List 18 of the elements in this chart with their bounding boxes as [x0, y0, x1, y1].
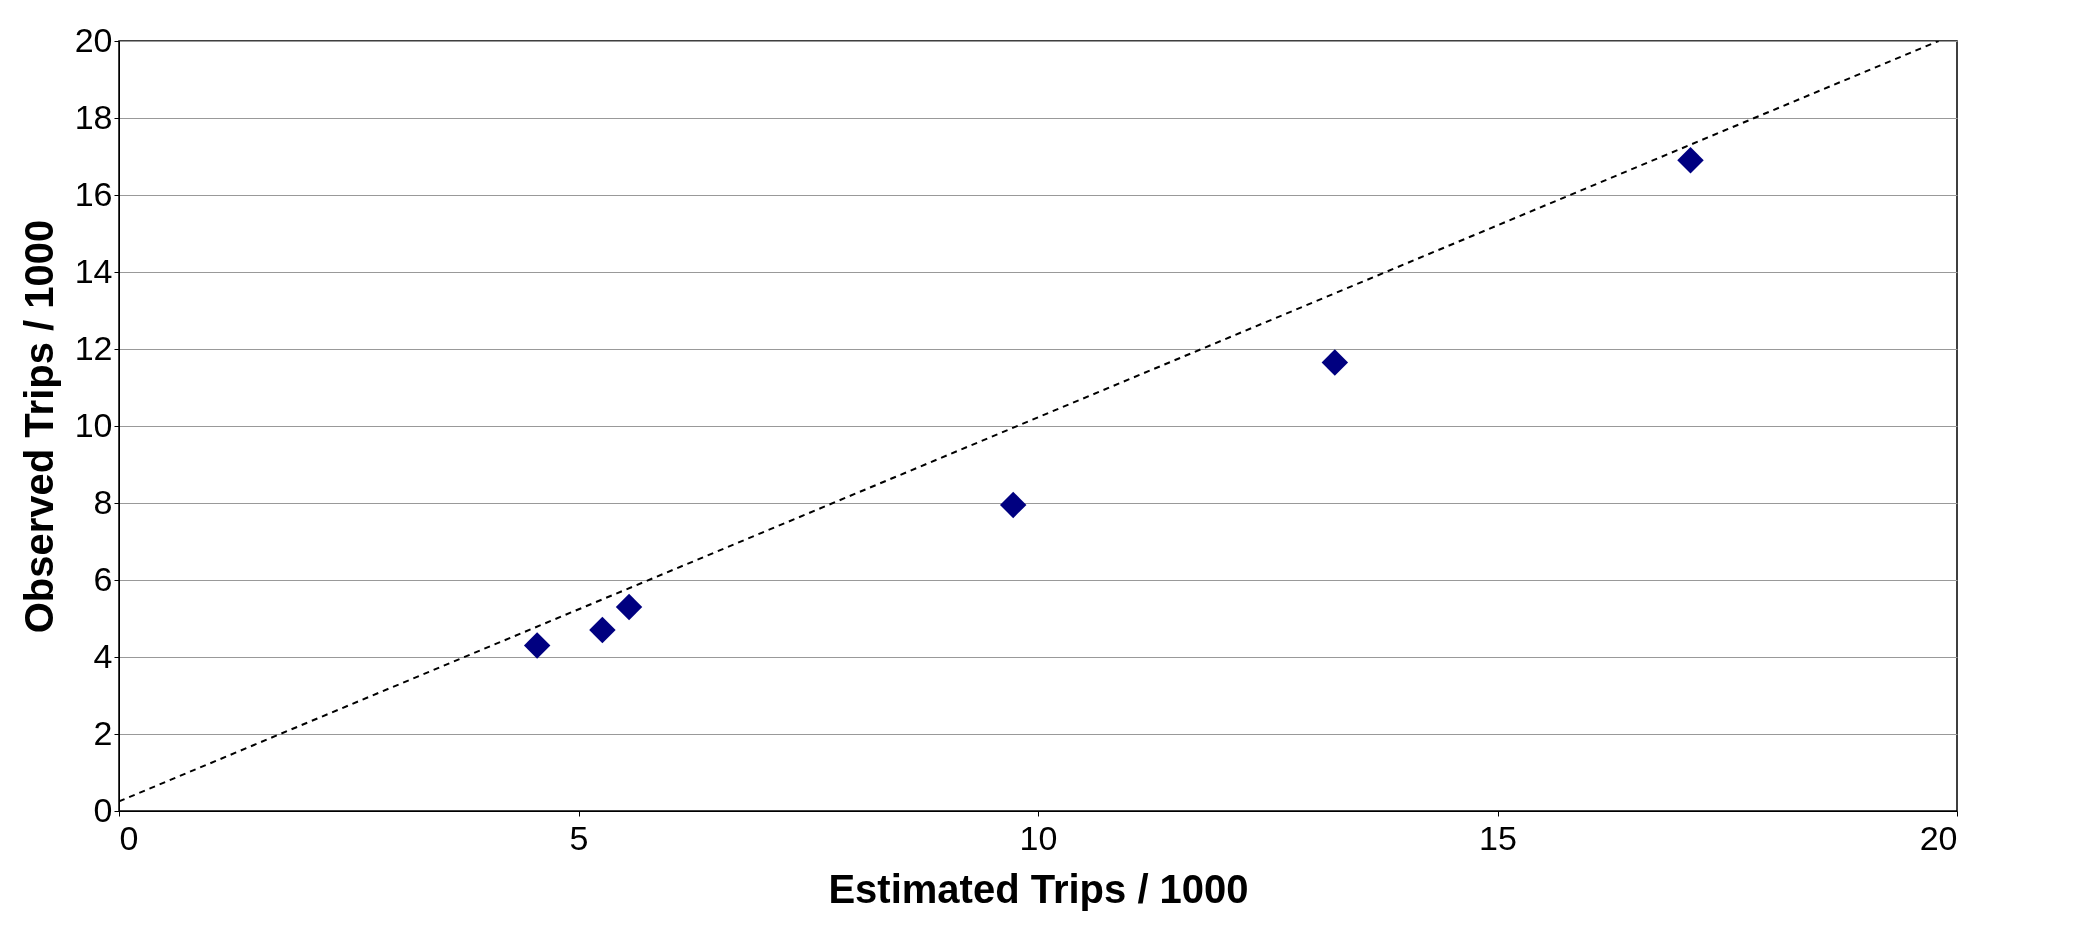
y-tick-label: 16: [74, 174, 113, 213]
y-tick-label: 20: [74, 20, 113, 59]
x-tick-label: 5: [569, 818, 589, 857]
y-tick-label: 18: [74, 97, 113, 136]
x-tick-label: 20: [1919, 818, 1958, 857]
y-tick-label: 12: [74, 328, 113, 367]
x-tick-label: 10: [1019, 818, 1058, 857]
x-tick-label: 15: [1479, 818, 1517, 857]
x-tick-label: 0: [119, 818, 139, 857]
y-axis-title: Observed Trips / 1000: [16, 219, 61, 634]
y-tick-label: 14: [74, 251, 113, 290]
x-axis-title: Estimated Trips / 1000: [828, 866, 1249, 911]
y-tick-label: 10: [74, 405, 113, 444]
y-tick-label: 6: [93, 559, 113, 598]
y-tick-label: 0: [93, 790, 113, 829]
y-tick-label: 8: [93, 482, 113, 521]
y-tick-label: 2: [93, 713, 113, 752]
y-tick-label: 4: [93, 636, 113, 675]
